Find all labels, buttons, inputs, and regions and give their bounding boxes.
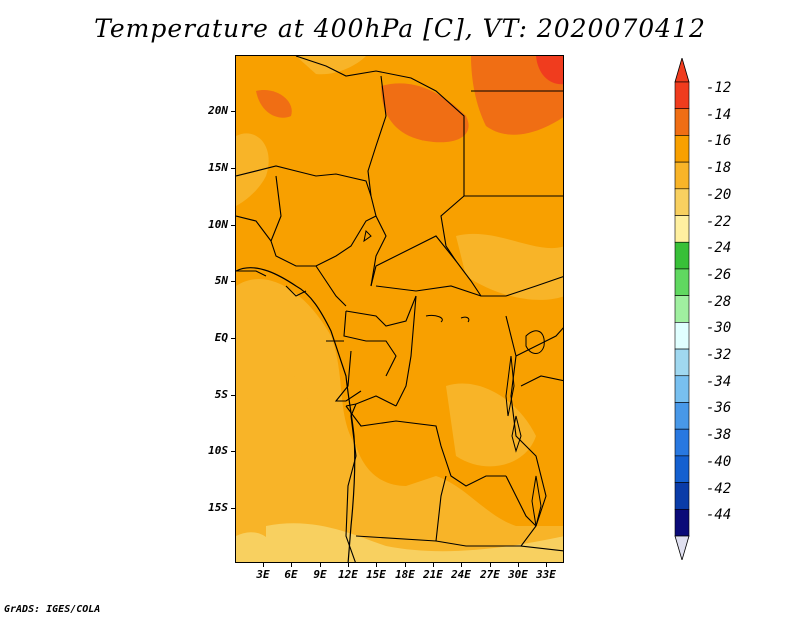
country-borders	[236, 56, 563, 562]
color-bar-label: -32	[706, 347, 732, 364]
lon-tick	[461, 563, 462, 567]
color-bar-label: -16	[706, 133, 732, 150]
band-minus-18-east	[446, 383, 536, 467]
band-minus-12-northeast	[536, 56, 563, 85]
map-title: Temperature at 400hPa [C], VT: 202007041…	[94, 14, 706, 43]
lon-tick	[291, 563, 292, 567]
band-minus-18-west	[236, 133, 269, 206]
great-lakes	[363, 229, 545, 527]
band-minus-14-northwest	[256, 90, 292, 118]
color-bar-label: -26	[706, 266, 732, 283]
band-minus-20-southwest	[236, 532, 281, 562]
lat-label: 5N	[214, 274, 228, 287]
color-bar-swatch	[674, 108, 690, 136]
lon-tick	[490, 563, 491, 567]
color-bar-swatch	[674, 215, 690, 243]
color-bar-label: -14	[706, 106, 732, 123]
color-bar-label: -22	[706, 213, 732, 230]
color-bar-label: -20	[706, 186, 732, 203]
lon-label: 6E	[284, 568, 298, 581]
color-bar-label: -34	[706, 373, 732, 390]
footer-credit: GrADS: IGES/COLA	[4, 604, 101, 615]
lon-tick	[518, 563, 519, 567]
temperature-field	[236, 56, 563, 562]
lat-tick	[231, 281, 235, 282]
lon-tick	[376, 563, 377, 567]
lon-tick	[546, 563, 547, 567]
lon-label: 15E	[366, 568, 386, 581]
lon-label: 21E	[423, 568, 443, 581]
color-bar-swatch	[674, 455, 690, 483]
color-bar-label: -38	[706, 427, 732, 444]
lon-label: 24E	[451, 568, 471, 581]
lat-label: 15N	[208, 161, 228, 174]
color-bar-swatch	[674, 348, 690, 377]
color-bar-top-arrow	[674, 58, 690, 83]
color-bar-label: -44	[706, 507, 732, 524]
lat-tick	[231, 338, 235, 339]
lon-tick	[405, 563, 406, 567]
lat-tick	[231, 168, 235, 169]
band-minus-18-atlantic	[236, 354, 316, 496]
color-bar-bottom-arrow	[674, 535, 690, 560]
band-minus-14-northeast	[471, 56, 563, 135]
color-bar-swatch	[674, 322, 690, 350]
lon-label: 30E	[508, 568, 528, 581]
lat-label: 5S	[214, 388, 228, 401]
lon-label: 9E	[313, 568, 327, 581]
color-bar-swatch	[674, 81, 690, 110]
color-bar-label: -36	[706, 400, 732, 417]
lon-tick	[320, 563, 321, 567]
lon-label: 27E	[480, 568, 500, 581]
lat-label: 20N	[208, 104, 228, 117]
color-bar-swatch	[674, 241, 690, 270]
color-bar-label: -24	[706, 240, 732, 257]
band-minus-18-south	[236, 279, 563, 562]
color-bar-swatch	[674, 188, 690, 216]
lat-tick	[231, 395, 235, 396]
lat-tick	[231, 225, 235, 226]
color-bar-label: -42	[706, 480, 732, 497]
color-bar-label: -40	[706, 453, 732, 470]
map-panel	[235, 55, 564, 563]
band-minus-18-north	[296, 56, 366, 75]
lon-tick	[433, 563, 434, 567]
lon-label: 18E	[395, 568, 415, 581]
color-bar-label: -18	[706, 160, 732, 177]
band-minus-20-south	[266, 523, 563, 562]
color-bar-swatch	[674, 402, 690, 430]
color-bar-swatch	[674, 428, 690, 457]
lat-tick	[231, 111, 235, 112]
lat-label: EQ	[214, 331, 228, 344]
lon-tick	[348, 563, 349, 567]
lon-label: 33E	[536, 568, 556, 581]
color-bar	[674, 58, 690, 560]
color-bar-swatch	[674, 508, 690, 537]
band-minus-18-sudan	[456, 233, 563, 300]
color-bar-swatch	[674, 268, 690, 296]
lat-tick	[231, 451, 235, 452]
color-bar-label: -30	[706, 320, 732, 337]
color-bar-swatch	[674, 295, 690, 323]
lat-label: 10S	[208, 444, 228, 457]
color-bar-label: -28	[706, 293, 732, 310]
lon-label: 3E	[256, 568, 270, 581]
coastline	[236, 267, 356, 562]
lon-label: 12E	[338, 568, 358, 581]
color-bar-swatch	[674, 161, 690, 190]
lat-label: 15S	[208, 501, 228, 514]
color-bar-swatch	[674, 482, 690, 510]
lat-label: 10N	[208, 218, 228, 231]
color-bar-swatch	[674, 375, 690, 403]
color-bar-label: -12	[706, 80, 732, 96]
color-bar-swatch	[674, 135, 690, 163]
lat-tick	[231, 508, 235, 509]
band-minus-14-north-central	[381, 83, 469, 143]
lon-tick	[263, 563, 264, 567]
